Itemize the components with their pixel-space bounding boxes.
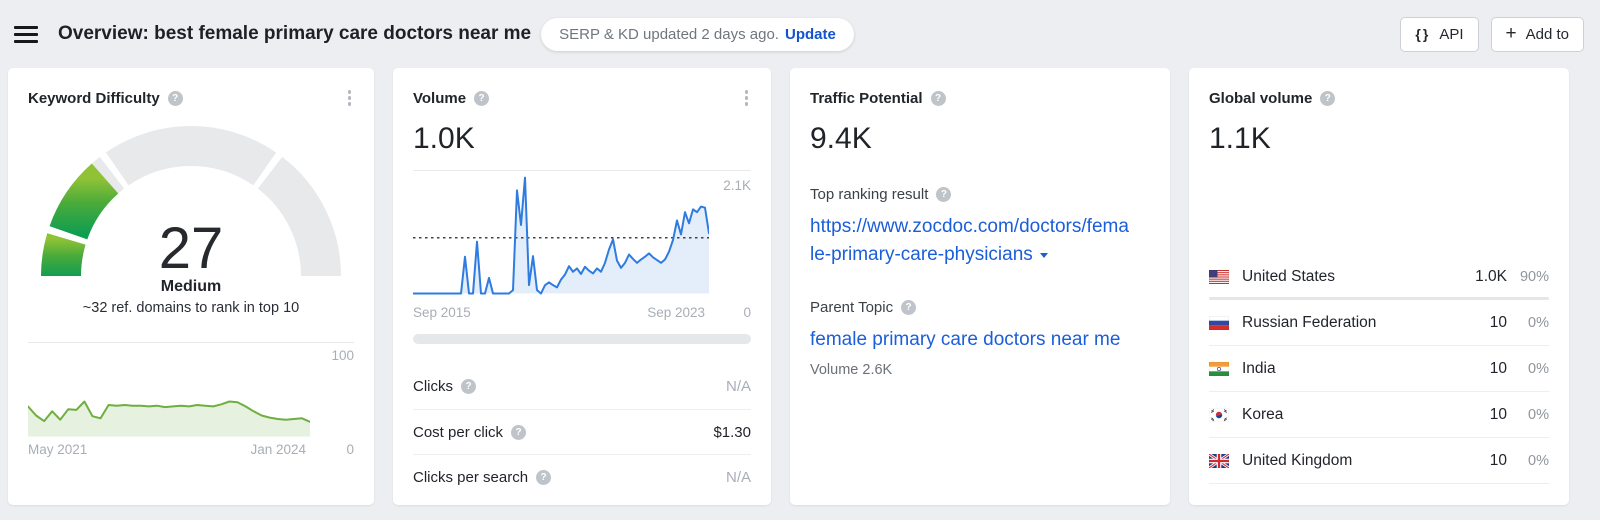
kd-gauge-chart: 27 — [28, 126, 354, 281]
kd-x-start-label: May 2021 — [28, 442, 88, 457]
serp-status-pill: SERP & KD updated 2 days ago. Update — [541, 17, 854, 51]
volume-x-end-label: Sep 2023 — [647, 305, 705, 320]
volume-trend-svg — [413, 176, 709, 295]
clicks-row: Clicks N/A — [413, 364, 751, 409]
plus-icon — [1506, 26, 1517, 43]
more-menu-button[interactable] — [345, 87, 355, 109]
keyword-difficulty-card: Keyword Difficulty 27 Medium ~32 ref. do… — [8, 68, 374, 505]
kd-y-min-label: 0 — [346, 442, 354, 457]
kr-flag-icon — [1209, 407, 1229, 422]
chart-range-scrollbar[interactable] — [413, 334, 751, 344]
ru-flag-icon — [1209, 315, 1229, 330]
country-volume: 10 — [1489, 359, 1507, 377]
global-volume-title: Global volume — [1209, 89, 1313, 107]
keyword-difficulty-title: Keyword Difficulty — [28, 89, 160, 107]
country-share: 0% — [1528, 360, 1549, 377]
country-volume: 1.0K — [1475, 268, 1507, 285]
country-row-united-states: United States 1.0K 90% — [1209, 254, 1549, 300]
clicks-per-search-row: Clicks per search N/A — [413, 454, 751, 499]
kd-gauge-svg — [41, 126, 341, 277]
help-icon[interactable] — [474, 90, 490, 106]
country-volume: 10 — [1489, 451, 1507, 469]
kd-x-end-label: Jan 2024 — [250, 442, 306, 457]
country-name: Korea — [1242, 405, 1284, 423]
country-name: United States — [1242, 268, 1336, 285]
kd-level: Medium — [160, 278, 222, 295]
help-icon[interactable] — [511, 424, 527, 440]
top-ranking-label: Top ranking result — [810, 186, 929, 203]
cost-per-click-row: Cost per click $1.30 — [413, 409, 751, 454]
volume-title: Volume — [413, 89, 467, 107]
kd-subtitle: ~32 ref. domains to rank in top 10 — [82, 300, 300, 316]
help-icon[interactable] — [930, 90, 946, 106]
country-share: 0% — [1528, 314, 1549, 331]
volume-x-start-label: Sep 2015 — [413, 305, 471, 320]
clicks-per-search-label: Clicks per search — [413, 468, 529, 486]
country-row-russian-federation: Russian Federation 10 0% — [1209, 300, 1549, 346]
clicks-per-search-value: N/A — [725, 468, 751, 486]
top-actions: API Add to — [1400, 16, 1584, 52]
help-icon[interactable] — [167, 90, 183, 106]
us-flag-icon — [1209, 270, 1229, 284]
volume-card: Volume 1.0K 2.1K Sep 2015 Sep 2023 0 Cli… — [393, 68, 771, 505]
parent-topic-link[interactable]: female primary care doctors near me — [810, 329, 1121, 350]
help-icon[interactable] — [1320, 90, 1336, 106]
country-name: India — [1242, 359, 1276, 377]
top-ranking-url-text: https://www.zocdoc.com/doctors/female-pr… — [810, 216, 1129, 265]
volume-stats: Clicks N/A Cost per click $1.30 Clicks p… — [413, 364, 751, 499]
kd-history-chart: 100 May 2021 Jan 2024 0 — [28, 342, 354, 457]
country-share-bar — [1209, 297, 1549, 300]
country-share: 90% — [1519, 269, 1549, 285]
kd-y-max-label: 100 — [331, 348, 354, 363]
clicks-value: N/A — [725, 378, 751, 395]
top-bar: Overview: best female primary care docto… — [0, 0, 1600, 68]
country-name: United Kingdom — [1242, 451, 1353, 469]
volume-y-min-label: 0 — [743, 305, 751, 320]
country-name: Russian Federation — [1242, 313, 1377, 331]
cost-per-click-label: Cost per click — [413, 423, 504, 441]
country-share: 0% — [1528, 452, 1549, 469]
country-row-united-kingdom: United Kingdom 10 0% — [1209, 438, 1549, 484]
top-ranking-url-link[interactable]: https://www.zocdoc.com/doctors/female-pr… — [810, 213, 1132, 269]
update-link[interactable]: Update — [784, 25, 836, 43]
traffic-potential-card: Traffic Potential 9.4K Top ranking resul… — [790, 68, 1170, 505]
help-icon[interactable] — [901, 300, 917, 315]
country-row-india: India 10 0% — [1209, 346, 1549, 392]
volume-trend-chart: 2.1K Sep 2015 Sep 2023 0 — [413, 170, 751, 320]
more-menu-button[interactable] — [742, 87, 752, 109]
help-icon[interactable] — [536, 469, 552, 485]
clicks-label: Clicks — [413, 378, 453, 395]
api-button[interactable]: API — [1400, 16, 1479, 52]
serp-status-text: SERP & KD updated 2 days ago. — [559, 25, 779, 43]
help-icon[interactable] — [936, 187, 952, 202]
volume-value: 1.0K — [413, 122, 475, 155]
api-button-label: API — [1439, 25, 1464, 43]
kd-value: 27 — [158, 216, 224, 281]
help-icon[interactable] — [461, 379, 476, 394]
add-to-button-label: Add to — [1525, 25, 1569, 43]
menu-button[interactable] — [14, 25, 38, 43]
country-list: United States 1.0K 90% Russian Federatio… — [1209, 254, 1549, 484]
cost-per-click-value: $1.30 — [713, 423, 751, 441]
chevron-down-icon[interactable] — [1039, 253, 1048, 258]
global-volume-card: Global volume 1.1K United States 1.0K 90… — [1189, 68, 1569, 505]
traffic-potential-value: 9.4K — [810, 122, 872, 155]
braces-icon — [1415, 26, 1430, 43]
page-title: Overview: best female primary care docto… — [58, 23, 532, 44]
country-volume: 10 — [1489, 405, 1507, 423]
gb-flag-icon — [1209, 453, 1229, 468]
in-flag-icon — [1209, 361, 1229, 376]
parent-topic-volume: Volume 2.6K — [810, 362, 893, 378]
parent-topic-label: Parent Topic — [810, 299, 894, 316]
global-volume-value: 1.1K — [1209, 122, 1271, 155]
country-share: 0% — [1528, 406, 1549, 423]
country-row-korea: Korea 10 0% — [1209, 392, 1549, 438]
kd-history-svg — [28, 400, 310, 437]
metrics-grid: Keyword Difficulty 27 Medium ~32 ref. do… — [0, 68, 1600, 505]
country-volume: 10 — [1489, 313, 1507, 331]
add-to-button[interactable]: Add to — [1490, 16, 1584, 52]
traffic-potential-title: Traffic Potential — [810, 89, 923, 107]
volume-y-max-label: 2.1K — [723, 178, 751, 193]
